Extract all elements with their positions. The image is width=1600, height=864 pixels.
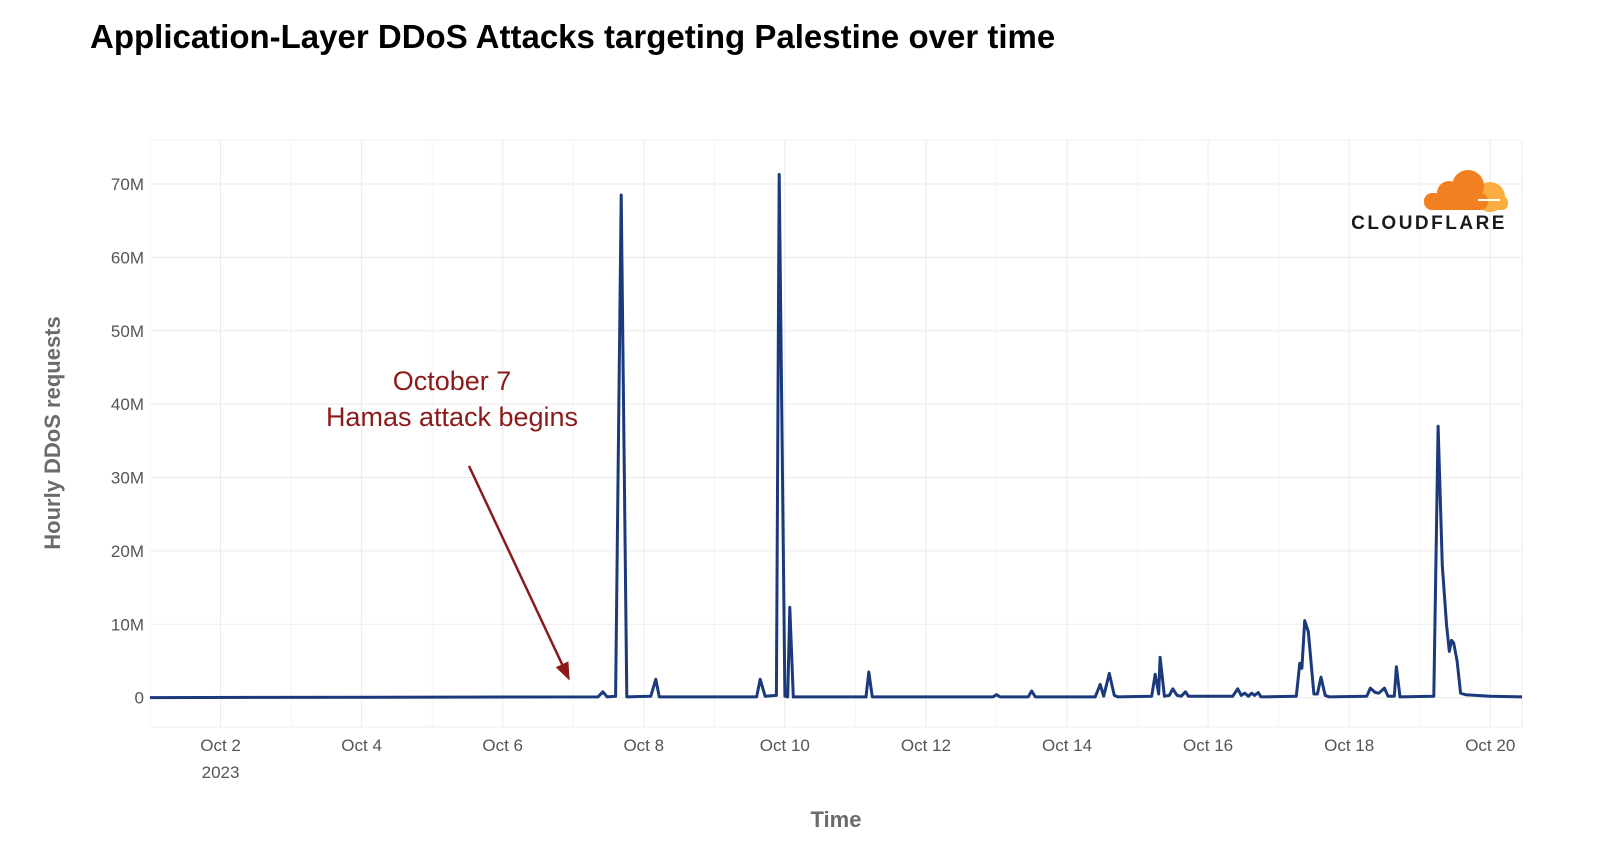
- y-tick-label: 0: [135, 689, 144, 708]
- y-tick-label: 20M: [111, 542, 144, 561]
- plot-area: [149, 139, 1523, 728]
- y-axis-ticks: 0 10M 20M 30M 40M 50M 60M 70M: [111, 175, 144, 708]
- x-axis-title: Time: [811, 807, 862, 832]
- x-tick-label: Oct 18: [1324, 736, 1374, 755]
- annotation-line-2: Hamas attack begins: [326, 402, 578, 432]
- annotation: October 7 Hamas attack begins: [326, 366, 578, 681]
- x-tick-label: Oct 8: [623, 736, 664, 755]
- x-tick-label: Oct 20: [1465, 736, 1515, 755]
- annotation-arrow: [467, 465, 564, 665]
- annotation-arrowhead: [555, 661, 570, 681]
- logo-text: CLOUDFLARE: [1351, 213, 1507, 234]
- chart-title: Application-Layer DDoS Attacks targeting…: [90, 18, 1056, 55]
- y-tick-label: 40M: [111, 395, 144, 414]
- annotation-line-1: October 7: [393, 366, 512, 396]
- cloud-icon: [1424, 170, 1508, 212]
- x-tick-label: Oct 12: [901, 736, 951, 755]
- x-tick-label: Oct 6: [482, 736, 523, 755]
- cloudflare-logo: CLOUDFLARE: [1351, 170, 1508, 234]
- y-tick-label: 30M: [111, 469, 144, 488]
- x-gridlines: [149, 140, 1491, 727]
- x-tick-label: Oct 16: [1183, 736, 1233, 755]
- x-tick-label: Oct 14: [1042, 736, 1092, 755]
- y-axis-title: Hourly DDoS requests: [40, 316, 65, 550]
- y-tick-label: 70M: [111, 175, 144, 194]
- y-tick-label: 60M: [111, 248, 144, 267]
- x-tick-label: Oct 4: [341, 736, 382, 755]
- y-tick-label: 50M: [111, 322, 144, 341]
- y-tick-label: 10M: [111, 615, 144, 634]
- series-line: [149, 173, 1523, 700]
- x-tick-label: Oct 10: [760, 736, 810, 755]
- x-axis-ticks: Oct 2 2023 Oct 4 Oct 6 Oct 8 Oct 10 Oct 12 Oct …: [200, 736, 1515, 782]
- x-tick-sublabel: 2023: [202, 763, 240, 782]
- cloud-front-base: [1424, 193, 1488, 210]
- x-tick-label: Oct 2: [200, 736, 241, 755]
